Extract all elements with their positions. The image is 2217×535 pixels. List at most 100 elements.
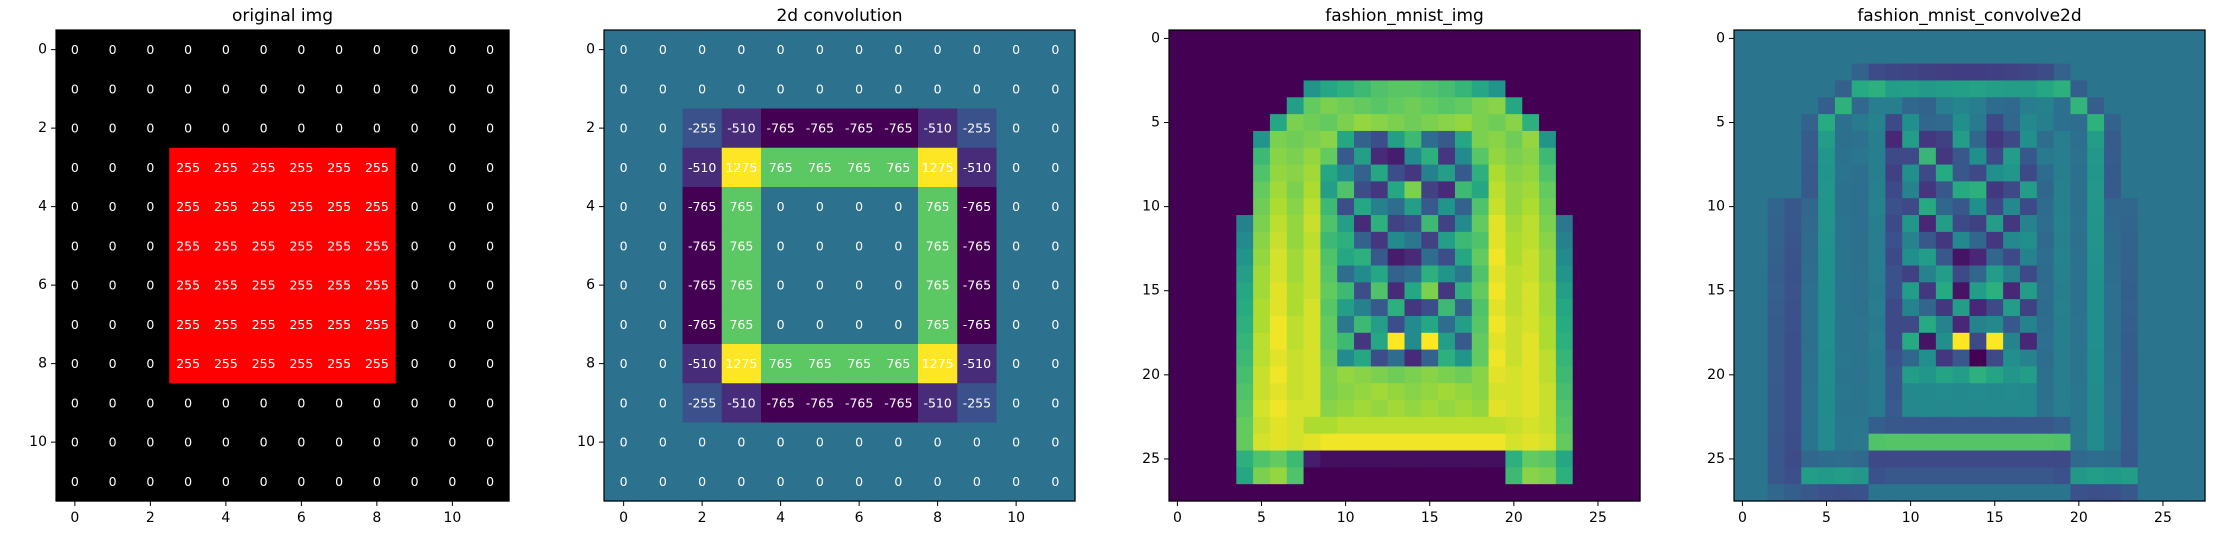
heatmap-cell xyxy=(1767,400,1786,418)
heatmap-cell xyxy=(643,187,684,227)
heatmap-cell xyxy=(433,265,472,306)
heatmap-cell xyxy=(1851,46,1870,65)
cell-value-label: 0 xyxy=(894,238,902,253)
heatmap-cell xyxy=(2003,299,2021,317)
heatmap-cell xyxy=(1471,366,1490,384)
heatmap-cell xyxy=(1935,467,1954,485)
heatmap-cell xyxy=(1801,147,1819,166)
heatmap-cell xyxy=(1589,46,1607,65)
heatmap-cell xyxy=(1354,130,1372,149)
heatmap-cell xyxy=(1169,30,1187,48)
heatmap-cell xyxy=(1750,450,1769,468)
heatmap-cell xyxy=(1750,97,1769,115)
heatmap-cell xyxy=(1868,349,1886,368)
heatmap-cell xyxy=(1387,484,1406,502)
cell-value-label: 255 xyxy=(176,160,200,175)
heatmap-cell xyxy=(1572,315,1591,334)
heatmap-cell xyxy=(1935,63,1954,82)
heatmap-cell xyxy=(1851,130,1870,149)
heatmap-cell xyxy=(1851,467,1870,485)
cell-value-label: 0 xyxy=(260,395,268,410)
heatmap-cell xyxy=(282,422,321,463)
heatmap-cell xyxy=(878,30,919,70)
heatmap-cell xyxy=(2154,248,2172,267)
heatmap-cell xyxy=(1935,349,1954,368)
heatmap-cell xyxy=(1185,450,1204,468)
heatmap-cell xyxy=(131,422,170,463)
heatmap-cell xyxy=(761,461,801,502)
heatmap-cell xyxy=(1767,147,1786,166)
heatmap-cell xyxy=(1303,400,1321,418)
cell-value-label: 0 xyxy=(335,81,343,96)
heatmap-cell xyxy=(2171,383,2189,401)
heatmap-cell xyxy=(1269,63,1288,82)
cell-value-label: 0 xyxy=(71,42,79,57)
heatmap-cell xyxy=(1851,299,1870,317)
heatmap-cell xyxy=(1169,248,1187,267)
heatmap-cell xyxy=(1539,467,1557,485)
heatmap-cell xyxy=(1337,114,1355,132)
heatmap-cell xyxy=(1202,248,1221,267)
heatmap-cell xyxy=(1202,349,1221,368)
heatmap-cell xyxy=(1935,433,1954,452)
heatmap-cell xyxy=(2087,63,2105,82)
heatmap-cell xyxy=(1834,416,1853,435)
cell-value-label: -765 xyxy=(688,317,716,332)
heatmap-cell xyxy=(1253,63,1271,82)
heatmap-cell xyxy=(1286,114,1305,132)
heatmap-cell xyxy=(2120,181,2139,199)
heatmap-cell xyxy=(1320,80,1338,98)
heatmap-cell xyxy=(2137,164,2156,182)
heatmap-cell xyxy=(1734,332,1752,351)
heatmap-cell xyxy=(244,344,284,384)
heatmap-cell xyxy=(2003,147,2021,166)
heatmap-cell xyxy=(1404,433,1422,452)
heatmap-cell xyxy=(1750,400,1769,418)
heatmap-cell xyxy=(1219,130,1237,149)
heatmap-cell xyxy=(1337,147,1355,166)
heatmap-cell xyxy=(1919,484,1937,502)
heatmap-cell xyxy=(2154,400,2172,418)
cell-value-label: -510 xyxy=(963,160,991,175)
heatmap-cell xyxy=(1734,215,1752,233)
cell-value-label: 255 xyxy=(365,356,389,371)
heatmap-cell xyxy=(2120,282,2139,300)
heatmap-cell xyxy=(1253,80,1271,98)
heatmap-cell xyxy=(1253,400,1271,418)
heatmap-cell xyxy=(1784,366,1802,384)
cell-value-label: 765 xyxy=(926,278,950,293)
heatmap-cell xyxy=(1919,164,1937,182)
heatmap-cell xyxy=(131,226,170,267)
heatmap-cell xyxy=(1421,46,1439,65)
heatmap-cell xyxy=(1202,416,1221,435)
heatmap-cell xyxy=(839,226,880,267)
heatmap-cell xyxy=(1286,46,1305,65)
heatmap-cell xyxy=(1421,198,1439,216)
cell-value-label: 0 xyxy=(1012,121,1020,136)
heatmap-cell xyxy=(56,265,95,306)
heatmap-cell xyxy=(1320,332,1338,351)
heatmap-cell xyxy=(1438,450,1456,468)
heatmap-cell xyxy=(957,147,998,188)
heatmap-cell xyxy=(2053,46,2072,65)
heatmap-cell xyxy=(2019,484,2038,502)
cell-value-label: 0 xyxy=(411,121,419,136)
heatmap-cell xyxy=(1589,97,1607,115)
heatmap-cell xyxy=(604,422,644,463)
heatmap-cell xyxy=(1767,164,1786,182)
cell-value-label: 0 xyxy=(777,435,785,450)
heatmap-cell xyxy=(1606,63,1624,82)
heatmap-cell xyxy=(2154,231,2172,250)
heatmap-cell xyxy=(1370,164,1389,182)
heatmap-cell xyxy=(2036,332,2055,351)
heatmap-cell xyxy=(2104,198,2122,216)
heatmap-cell xyxy=(1986,467,2004,485)
heatmap-cell xyxy=(2036,299,2055,317)
heatmap-cell xyxy=(1801,282,1819,300)
heatmap-cell xyxy=(1421,63,1439,82)
cell-value-label: 0 xyxy=(620,435,628,450)
cell-value-label: 0 xyxy=(1051,317,1059,332)
heatmap-cell xyxy=(2087,164,2105,182)
heatmap-cell xyxy=(761,422,801,463)
axes-frame xyxy=(1168,29,1641,502)
